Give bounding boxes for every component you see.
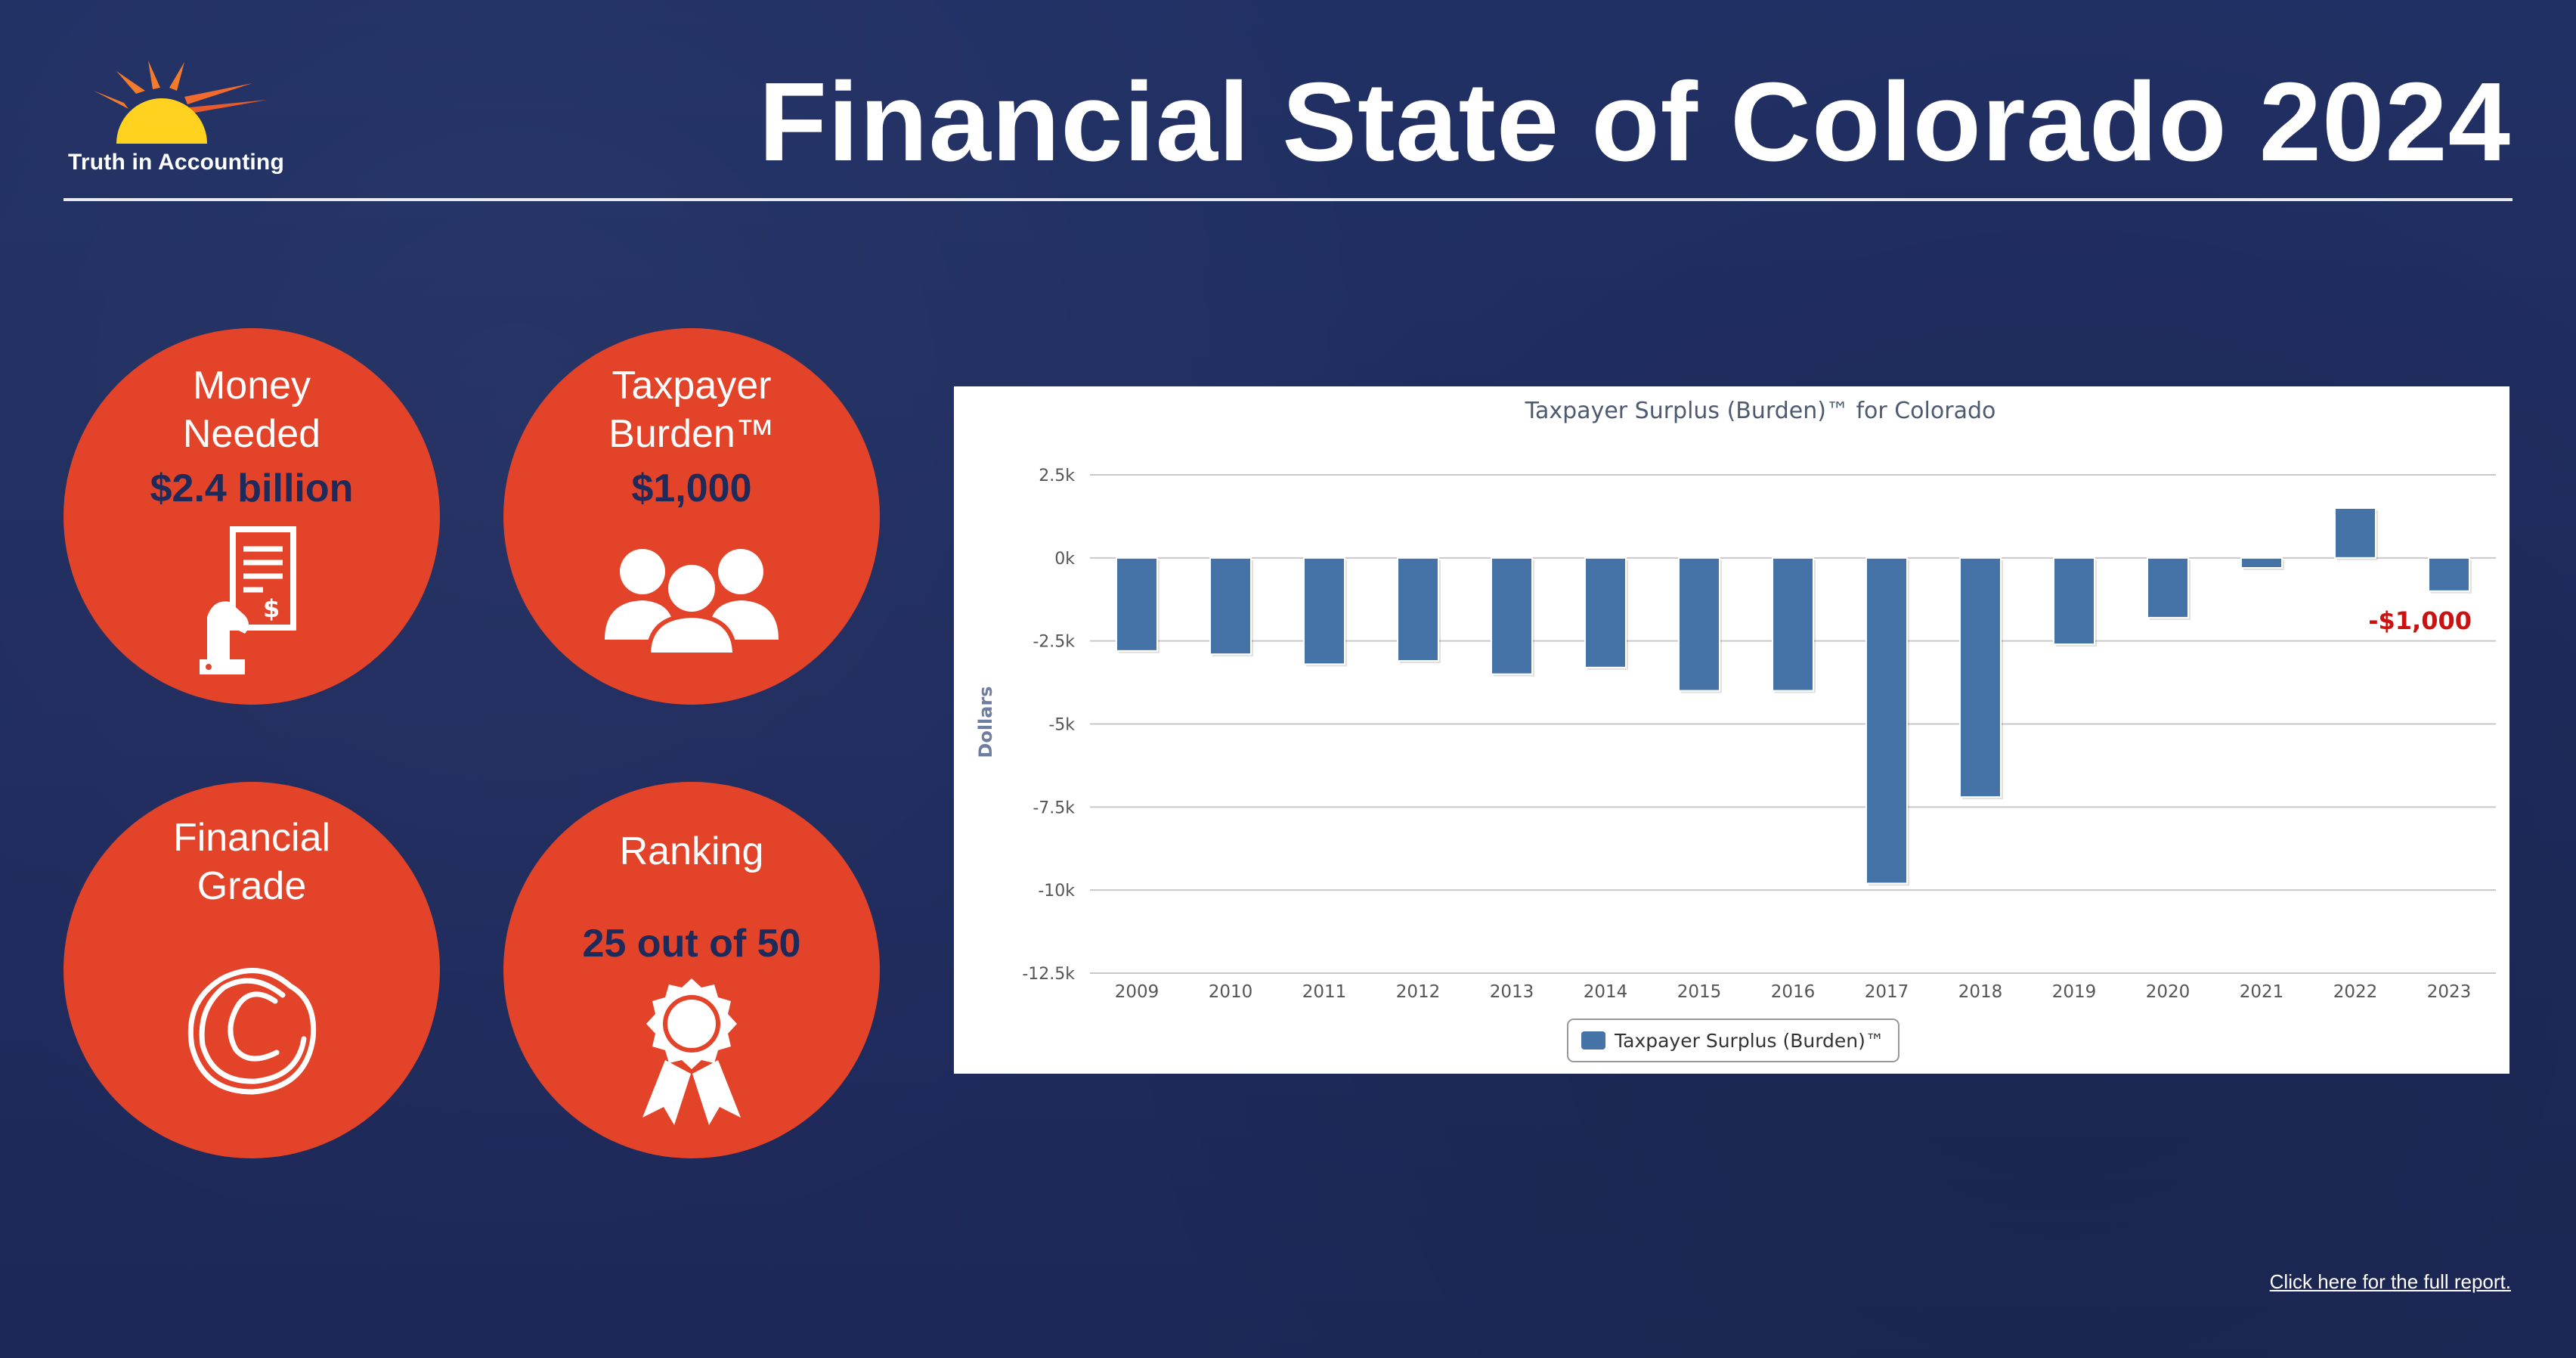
y-tick-label: -2.5k bbox=[1033, 633, 1075, 652]
taxpayer-burden-label-line2: Burden™ bbox=[608, 412, 775, 456]
x-tick-label: 2014 bbox=[1584, 982, 1628, 1002]
x-tick-label: 2015 bbox=[1677, 982, 1722, 1002]
x-tick-label: 2021 bbox=[2240, 982, 2284, 1002]
bar-2021[interactable] bbox=[2240, 557, 2283, 569]
svg-text:$: $ bbox=[263, 594, 280, 623]
bar-2020[interactable] bbox=[2147, 557, 2189, 619]
taxpayer-burden-card: Taxpayer Burden™ $1,000 bbox=[503, 328, 880, 705]
chart-legend[interactable]: Taxpayer Surplus (Burden)™ bbox=[1567, 1018, 1899, 1062]
money-needed-label-line2: Needed bbox=[182, 412, 321, 456]
y-tick-label: 2.5k bbox=[1039, 467, 1075, 485]
bill-in-hand-icon: $ bbox=[200, 526, 296, 674]
y-tick-label: -5k bbox=[1048, 716, 1075, 735]
taxpayer-burden-value: $1,000 bbox=[631, 467, 752, 510]
ranking-label: Ranking bbox=[619, 829, 764, 873]
y-tick-label: -12.5k bbox=[1022, 965, 1075, 984]
award-ribbon-icon bbox=[642, 978, 741, 1125]
bar-2019[interactable] bbox=[2053, 557, 2095, 646]
x-tick-label: 2011 bbox=[1302, 982, 1347, 1002]
money-needed-card: Money Needed $2.4 billion $ bbox=[63, 328, 440, 705]
data-label-annotation: -$1,000 bbox=[2368, 606, 2472, 635]
header-divider bbox=[63, 198, 2513, 201]
bar-2015[interactable] bbox=[1678, 557, 1720, 692]
bar-2009[interactable] bbox=[1116, 557, 1158, 652]
ranking-value: 25 out of 50 bbox=[582, 922, 801, 966]
x-tick-label: 2013 bbox=[1490, 982, 1534, 1002]
legend-label: Taxpayer Surplus (Burden)™ bbox=[1614, 1030, 1884, 1052]
x-tick-label: 2017 bbox=[1865, 982, 1909, 1002]
x-tick-label: 2009 bbox=[1115, 982, 1160, 1002]
bar-2011[interactable] bbox=[1303, 557, 1345, 665]
financial-grade-label-line1: Financial bbox=[172, 816, 331, 860]
y-tick-label: -10k bbox=[1038, 882, 1075, 901]
chart-y-axis-label: Dollars bbox=[975, 686, 996, 758]
bar-2016[interactable] bbox=[1772, 557, 1814, 692]
sunrise-logo-icon bbox=[94, 60, 268, 144]
financial-grade-label-line2: Grade bbox=[197, 864, 307, 908]
bar-2012[interactable] bbox=[1397, 557, 1439, 662]
x-tick-label: 2022 bbox=[2333, 982, 2378, 1002]
x-tick-label: 2023 bbox=[2427, 982, 2472, 1002]
financial-grade-card: Financial Grade bbox=[63, 782, 440, 1158]
legend-box[interactable] bbox=[1567, 1018, 1899, 1062]
x-tick-label: 2012 bbox=[1396, 982, 1441, 1002]
truth-in-accounting-logo: Truth in Accounting bbox=[63, 60, 305, 181]
bar-2010[interactable] bbox=[1209, 557, 1252, 656]
bar-2018[interactable] bbox=[1959, 557, 2002, 798]
y-tick-label: 0k bbox=[1054, 550, 1075, 569]
full-report-link[interactable]: Click here for the full report. bbox=[2269, 1270, 2511, 1293]
money-needed-label-line1: Money bbox=[192, 364, 311, 408]
x-tick-label: 2020 bbox=[2146, 982, 2191, 1002]
x-tick-label: 2010 bbox=[1209, 982, 1253, 1002]
grade-c-icon bbox=[187, 968, 317, 1095]
x-tick-label: 2016 bbox=[1771, 982, 1816, 1002]
x-tick-label: 2018 bbox=[1958, 982, 2003, 1002]
y-tick-label: -7.5k bbox=[1033, 798, 1075, 817]
ranking-card: Ranking 25 out of 50 bbox=[503, 782, 880, 1158]
taxpayer-burden-label-line1: Taxpayer bbox=[611, 364, 772, 408]
bar-2022[interactable] bbox=[2334, 507, 2376, 559]
bar-2013[interactable] bbox=[1491, 557, 1533, 675]
page-title: Financial State of Colorado 2024 bbox=[758, 60, 2511, 184]
people-group-icon bbox=[605, 549, 779, 655]
legend-swatch bbox=[1581, 1031, 1605, 1050]
bar-2023[interactable] bbox=[2428, 557, 2470, 592]
logo-text: Truth in Accounting bbox=[68, 150, 284, 175]
bar-2017[interactable] bbox=[1865, 557, 1908, 885]
chart-svg: Taxpayer Surplus (Burden)™ for Colorado … bbox=[975, 398, 2496, 1062]
x-tick-label: 2019 bbox=[2052, 982, 2097, 1002]
taxpayer-burden-chart: Taxpayer Surplus (Burden)™ for Colorado … bbox=[954, 386, 2509, 1074]
chart-title: Taxpayer Surplus (Burden)™ for Colorado bbox=[1525, 398, 1996, 424]
bar-2014[interactable] bbox=[1584, 557, 1627, 668]
money-needed-value: $2.4 billion bbox=[150, 467, 354, 510]
